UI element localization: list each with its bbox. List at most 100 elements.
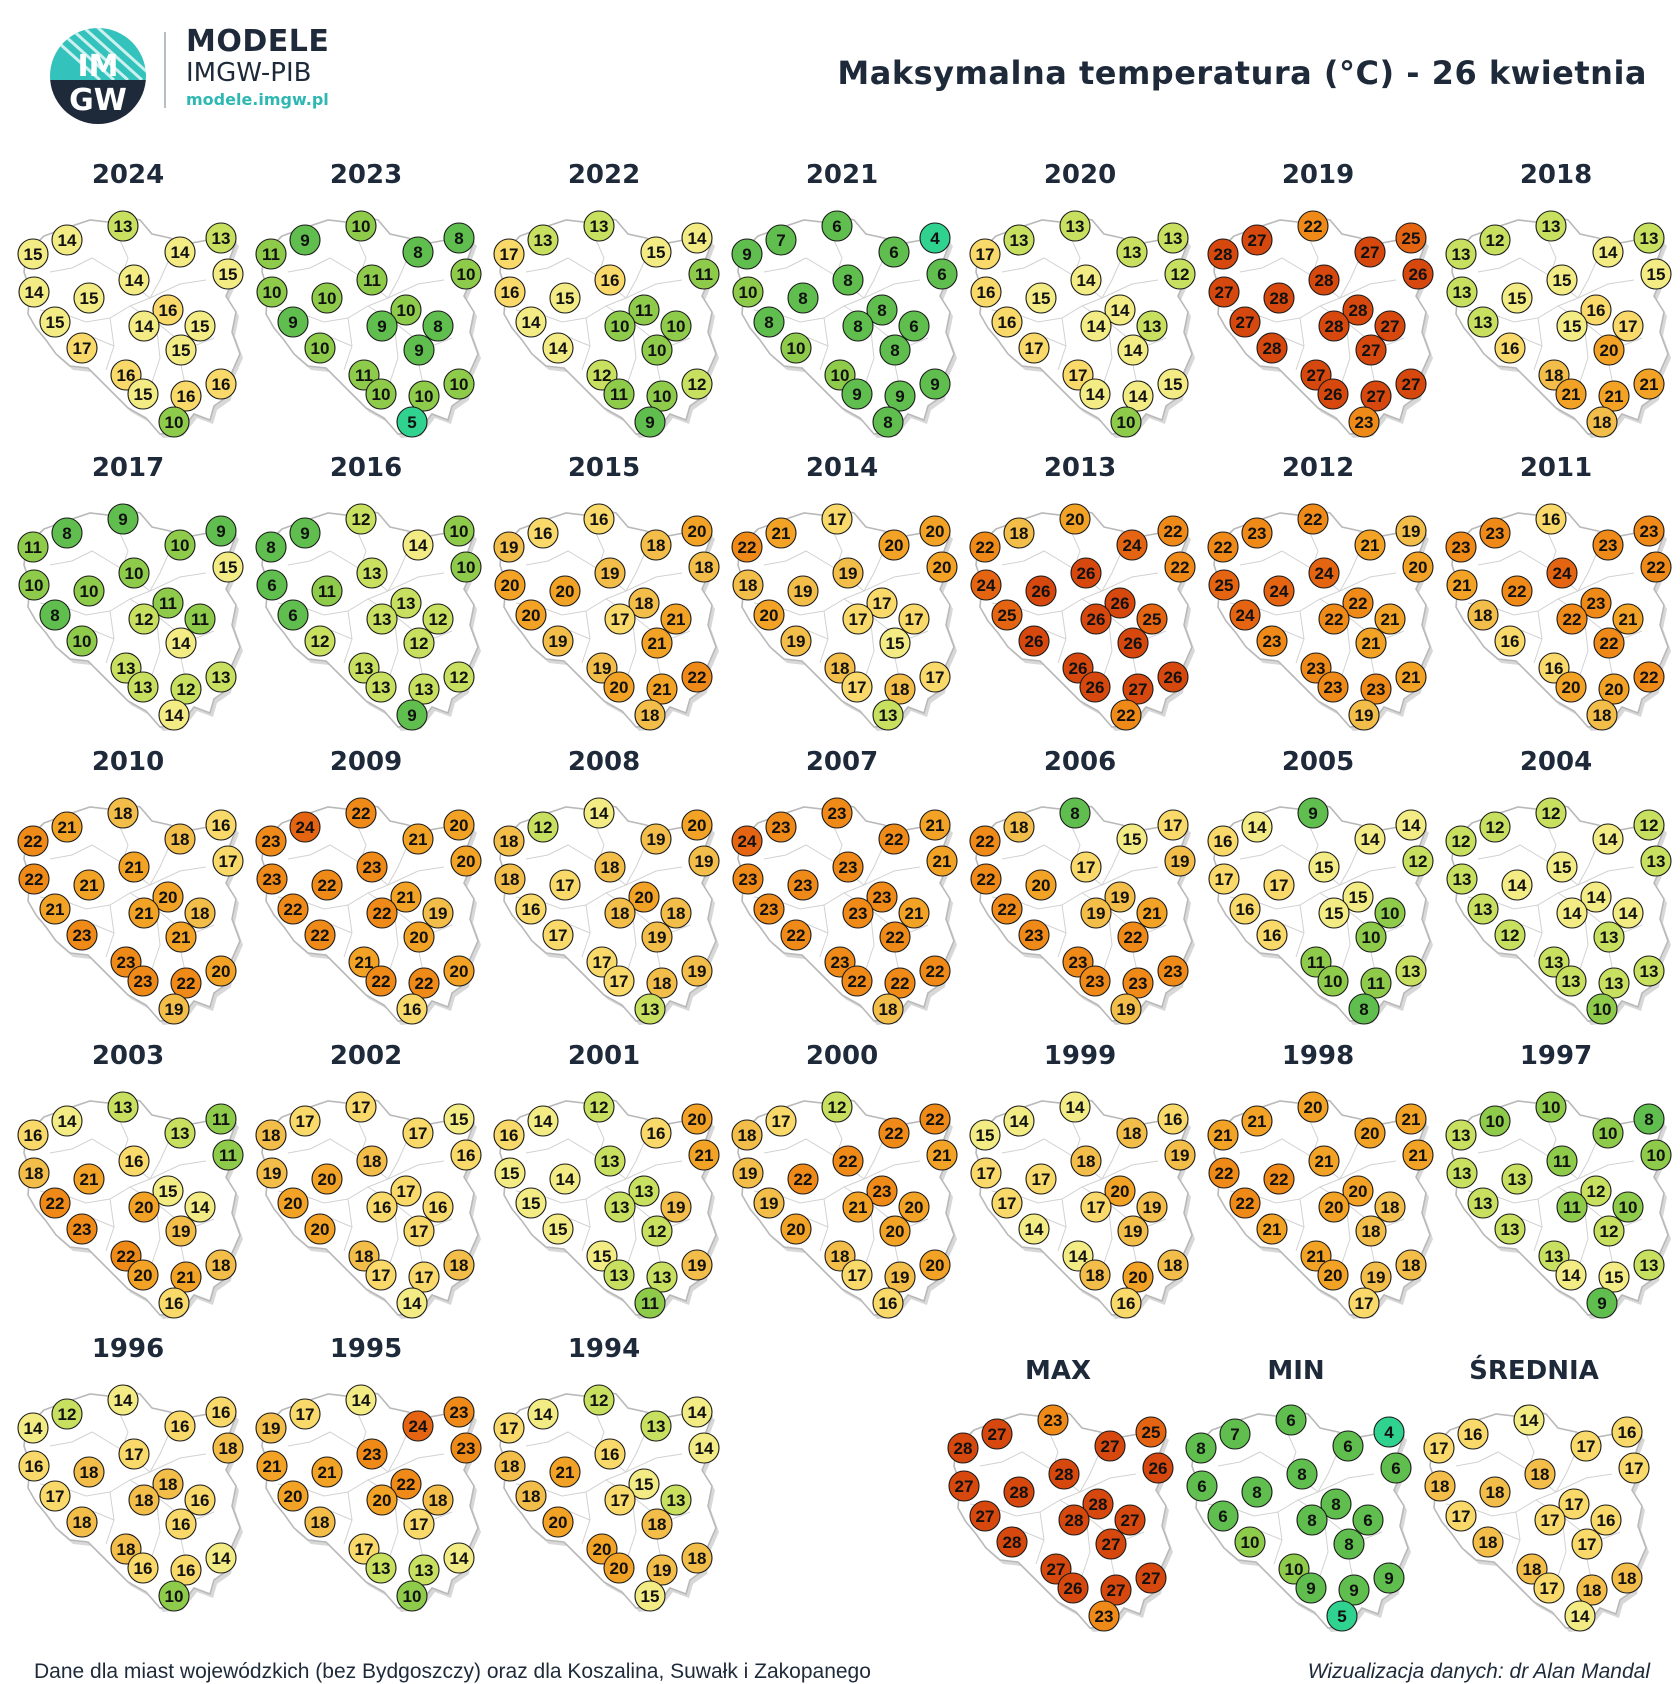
station-circle bbox=[731, 238, 763, 270]
station-value: 18 bbox=[73, 1513, 92, 1532]
station-value: 15 bbox=[1032, 289, 1051, 308]
station-value: 19 bbox=[647, 830, 666, 849]
station-circle bbox=[1207, 1500, 1239, 1532]
station-value: 4 bbox=[1384, 1423, 1394, 1442]
station-marker: 10 bbox=[780, 332, 812, 364]
station-circle bbox=[366, 310, 398, 342]
station-marker: 14 bbox=[1555, 1259, 1587, 1291]
station-marker: 6 bbox=[926, 258, 958, 290]
station-circle bbox=[51, 517, 83, 549]
brand-url[interactable]: modele.imgw.pl bbox=[186, 90, 329, 109]
station-value: 5 bbox=[407, 413, 416, 432]
station-circle bbox=[256, 276, 288, 308]
station-value: 26 bbox=[1077, 564, 1096, 583]
station-value: 22 bbox=[284, 900, 303, 919]
station-value: 11 bbox=[635, 301, 653, 320]
station-marker: 22 bbox=[1556, 603, 1588, 635]
station-circle bbox=[515, 1480, 547, 1512]
station-circle bbox=[1445, 1500, 1477, 1532]
station-circle bbox=[205, 809, 237, 841]
station-marker: 21 bbox=[1374, 603, 1406, 635]
station-marker: 18 bbox=[494, 863, 526, 895]
station-value: 20 bbox=[1129, 1268, 1148, 1287]
station-marker: 8 bbox=[842, 310, 874, 342]
station-value: 11 bbox=[641, 1294, 659, 1313]
station-value: 9 bbox=[288, 313, 297, 332]
station-value: 13 bbox=[667, 1491, 686, 1510]
station-value: 20 bbox=[1562, 678, 1581, 697]
station-marker: 24 bbox=[1263, 575, 1295, 607]
station-value: 27 bbox=[1362, 341, 1381, 360]
map-title-1999: 1999 bbox=[1043, 1041, 1117, 1071]
station-value: 20 bbox=[635, 888, 654, 907]
station-value: 19 bbox=[787, 632, 806, 651]
station-marker: 18 bbox=[1070, 1145, 1102, 1177]
station-circle bbox=[1348, 406, 1380, 438]
station-circle bbox=[1142, 1452, 1174, 1484]
station-marker: 21 bbox=[1612, 603, 1644, 635]
station-marker: 21 bbox=[390, 881, 422, 913]
station-circle bbox=[583, 503, 615, 535]
station-circle bbox=[660, 603, 692, 635]
station-circle bbox=[1640, 258, 1672, 290]
station-circle bbox=[170, 380, 202, 412]
station-marker: 28 bbox=[1207, 238, 1239, 270]
station-value: 18 bbox=[501, 870, 520, 889]
station-circle bbox=[634, 993, 666, 1025]
station-value: 10 bbox=[73, 632, 92, 651]
station-circle bbox=[304, 1506, 336, 1538]
station-circle bbox=[660, 897, 692, 929]
station-value: 12 bbox=[1452, 832, 1471, 851]
station-marker: 17 bbox=[66, 332, 98, 364]
station-marker: 14 bbox=[688, 1432, 720, 1464]
station-circle bbox=[184, 1484, 216, 1516]
station-marker: 17 bbox=[118, 1438, 150, 1470]
station-circle bbox=[1395, 661, 1427, 693]
station-marker: 19 bbox=[1164, 1139, 1196, 1171]
station-value: 17 bbox=[355, 1540, 374, 1559]
station-circle bbox=[1580, 294, 1612, 326]
station-circle bbox=[366, 1191, 398, 1223]
station-marker: 13 bbox=[1445, 238, 1477, 270]
station-value: 12 bbox=[311, 632, 330, 651]
station-value: 17 bbox=[610, 972, 629, 991]
station-value: 11 bbox=[695, 265, 713, 284]
station-marker: 20 bbox=[780, 1213, 812, 1245]
station-value: 27 bbox=[955, 1477, 974, 1496]
station-value: 6 bbox=[1343, 1437, 1352, 1456]
map-title-2016: 2016 bbox=[329, 453, 403, 483]
station-circle bbox=[549, 575, 581, 607]
station-value: 14 bbox=[172, 634, 191, 653]
station-marker: 16 bbox=[594, 1438, 626, 1470]
station-marker: 10 bbox=[641, 334, 673, 366]
station-value: 16 bbox=[134, 1559, 153, 1578]
station-circle bbox=[1342, 881, 1374, 913]
station-circle bbox=[1342, 587, 1374, 619]
station-marker: 16 bbox=[165, 1508, 197, 1540]
station-circle bbox=[866, 294, 898, 326]
station-circle bbox=[127, 1552, 159, 1584]
station-circle bbox=[1533, 1572, 1565, 1604]
station-circle bbox=[841, 378, 873, 410]
station-marker: 14 bbox=[1018, 1213, 1050, 1245]
station-circle bbox=[1348, 1287, 1380, 1319]
station-circle bbox=[450, 845, 482, 877]
station-marker: 9 bbox=[366, 310, 398, 342]
station-marker: 26 bbox=[1142, 1452, 1174, 1484]
station-marker: 10 bbox=[390, 294, 422, 326]
station-circle bbox=[549, 1163, 581, 1195]
station-circle bbox=[1446, 276, 1478, 308]
station-value: 18 bbox=[1362, 1222, 1381, 1241]
station-value: 13 bbox=[1452, 1126, 1471, 1145]
station-value: 16 bbox=[403, 1000, 422, 1019]
station-marker: 8 bbox=[753, 306, 785, 338]
station-circle bbox=[1592, 823, 1624, 855]
station-value: 8 bbox=[1331, 1495, 1340, 1514]
station-marker: 21 bbox=[1308, 1145, 1340, 1177]
station-value: 22 bbox=[1563, 610, 1582, 629]
station-value: 22 bbox=[311, 926, 330, 945]
station-circle bbox=[1467, 306, 1499, 338]
station-value: 28 bbox=[1315, 271, 1334, 290]
station-value: 21 bbox=[1605, 387, 1624, 406]
